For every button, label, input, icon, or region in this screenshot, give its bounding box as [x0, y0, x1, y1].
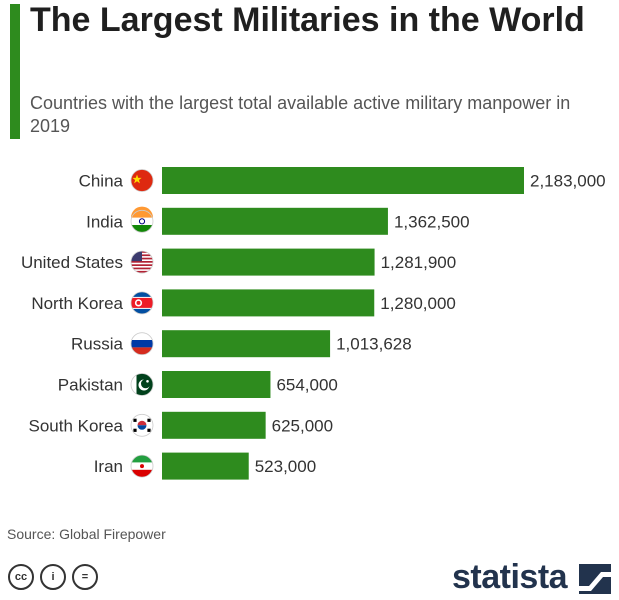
flag-taegeuk-red	[137, 420, 147, 426]
value-label: 2,183,000	[530, 172, 606, 191]
flag-hoist	[131, 373, 137, 396]
flag-canton	[131, 251, 142, 262]
flag-stripe-top	[131, 455, 153, 463]
iran-flag-icon	[130, 454, 154, 478]
flag-wheel	[138, 218, 146, 225]
category-label: India	[86, 212, 123, 231]
bar	[162, 452, 249, 480]
bar	[162, 207, 388, 235]
no-derivatives-icon: =	[72, 564, 98, 590]
bar	[162, 167, 524, 194]
flag-stripe-top	[131, 210, 153, 218]
north-korea-flag-icon	[130, 291, 154, 315]
category-label: North Korea	[31, 294, 123, 313]
flag-outline	[130, 332, 154, 356]
title-accent-bar	[10, 4, 20, 139]
flag-star	[136, 300, 141, 305]
flag-trigram	[133, 428, 137, 432]
cc-icon: cc	[8, 564, 34, 590]
value-label: 1,362,500	[394, 212, 470, 231]
category-label: United States	[21, 253, 123, 272]
license-icons: cc i =	[8, 564, 98, 590]
category-label: South Korea	[28, 416, 123, 435]
flag-crescent-cut	[141, 379, 151, 389]
category-label: Pakistan	[58, 376, 123, 395]
bar	[162, 371, 271, 398]
category-label: China	[79, 172, 124, 191]
chart-subtitle: Countries with the largest total availab…	[30, 93, 571, 136]
flag-outline	[130, 454, 154, 478]
statista-logo-icon	[579, 564, 611, 594]
value-label: 1,280,000	[380, 294, 456, 313]
flag-outline	[130, 373, 154, 396]
flag-field	[131, 169, 153, 192]
attribution-icon: i	[40, 564, 66, 590]
flag-outline	[130, 250, 154, 274]
flag-stripe-bottom	[131, 225, 153, 233]
category-label: Russia	[71, 335, 124, 354]
source-note: Source: Global Firepower	[7, 526, 166, 542]
flag-outline	[130, 169, 154, 192]
flag-trigram	[147, 418, 151, 422]
united-states-flag-icon	[130, 250, 154, 274]
value-label: 523,000	[255, 457, 316, 476]
statista-logo-text: statista	[452, 558, 568, 596]
flag-emblem	[140, 464, 144, 469]
value-label: 654,000	[276, 376, 337, 395]
flag-outline	[130, 413, 154, 437]
bar-chart: China 2,183,000 India 1,362,500 United State…	[21, 167, 606, 480]
value-label: 1,013,628	[336, 335, 412, 354]
bar	[162, 289, 375, 317]
russia-flag-icon	[130, 332, 154, 356]
bar	[162, 248, 375, 276]
flag-trigram	[133, 418, 137, 422]
india-flag-icon	[130, 206, 154, 233]
flag-taegeuk-blue	[137, 425, 147, 430]
bar	[162, 411, 266, 439]
flag-stripe-mid	[131, 340, 153, 348]
flag-stripe-top	[131, 206, 153, 218]
pakistan-flag-icon	[130, 373, 154, 396]
flag-outline	[130, 291, 154, 315]
flag-star	[132, 174, 142, 184]
flag-trigram	[147, 428, 151, 432]
category-label: Iran	[94, 457, 123, 476]
flag-stripe	[131, 261, 153, 263]
flag-stripe-bottom	[131, 469, 153, 478]
flag-stripe	[131, 267, 153, 270]
bar	[162, 330, 331, 358]
flag-stripe	[131, 270, 153, 273]
flag-stripe	[131, 264, 153, 266]
value-label: 625,000	[272, 416, 333, 435]
chart-title: The Largest Militaries in the World	[30, 1, 585, 39]
flag-stripe-bottom	[131, 347, 153, 355]
value-label: 1,281,900	[381, 253, 457, 272]
south-korea-flag-icon	[130, 413, 154, 437]
flag-star	[146, 380, 149, 383]
flag-outline	[130, 209, 154, 233]
china-flag-icon	[130, 169, 154, 192]
